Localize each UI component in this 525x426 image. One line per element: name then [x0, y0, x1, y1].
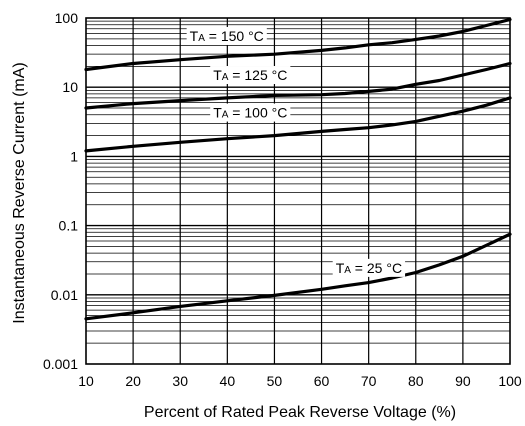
- series-label: TA = 100 °C: [210, 103, 291, 122]
- x-tick-label: 60: [314, 373, 330, 389]
- x-tick-label: 30: [172, 373, 188, 389]
- series-line: [84, 17, 512, 72]
- x-tick-label: 40: [220, 373, 236, 389]
- series-label-background: [210, 103, 291, 122]
- series-label: TA = 150 °C: [186, 26, 267, 45]
- series-label-text: TA = 150 °C: [190, 28, 264, 44]
- x-tick-label: 90: [455, 373, 471, 389]
- x-axis-ticks: 10 20 30 40 50 60 70 80 90 100: [78, 373, 522, 389]
- x-tick-label: 70: [361, 373, 377, 389]
- series-labels: TA = 150 °C TA = 125 °C TA = 100 °C TA = 25…: [186, 26, 406, 277]
- x-tick-label: 10: [78, 373, 94, 389]
- y-tick-label: 100: [55, 10, 79, 26]
- x-tick-label: 50: [267, 373, 283, 389]
- y-tick-label: 0.1: [59, 218, 79, 234]
- plot-frame: [85, 17, 511, 365]
- y-axis-title: Instantaneous Reverse Current (mA): [11, 62, 28, 323]
- x-axis-title: Percent of Rated Peak Reverse Voltage (%…: [144, 404, 456, 421]
- y-tick-label: 0.001: [43, 356, 78, 372]
- series-line: [84, 96, 512, 153]
- y-tick-label: 1: [70, 148, 78, 164]
- series-line: [84, 232, 512, 321]
- series-label-background: [210, 66, 291, 85]
- x-tick-label: 20: [125, 373, 141, 389]
- series-label-text: TA = 100 °C: [213, 105, 287, 121]
- y-axis-ticks: 0.001 0.01 0.1 1 10 100: [43, 10, 78, 372]
- series-label-text: TA = 25 °C: [336, 260, 402, 276]
- series-label: TA = 25 °C: [332, 258, 406, 277]
- series-label-text: TA = 125 °C: [213, 67, 287, 83]
- y-tick-label: 10: [62, 79, 78, 95]
- series-label: TA = 125 °C: [210, 66, 291, 85]
- x-tick-label: 100: [498, 373, 522, 389]
- x-tick-label: 80: [408, 373, 424, 389]
- series-line: [84, 61, 512, 110]
- y-tick-label: 0.01: [51, 287, 78, 303]
- series-lines: [84, 17, 512, 321]
- series-label-background: [186, 26, 267, 45]
- series-label-background: [332, 258, 406, 277]
